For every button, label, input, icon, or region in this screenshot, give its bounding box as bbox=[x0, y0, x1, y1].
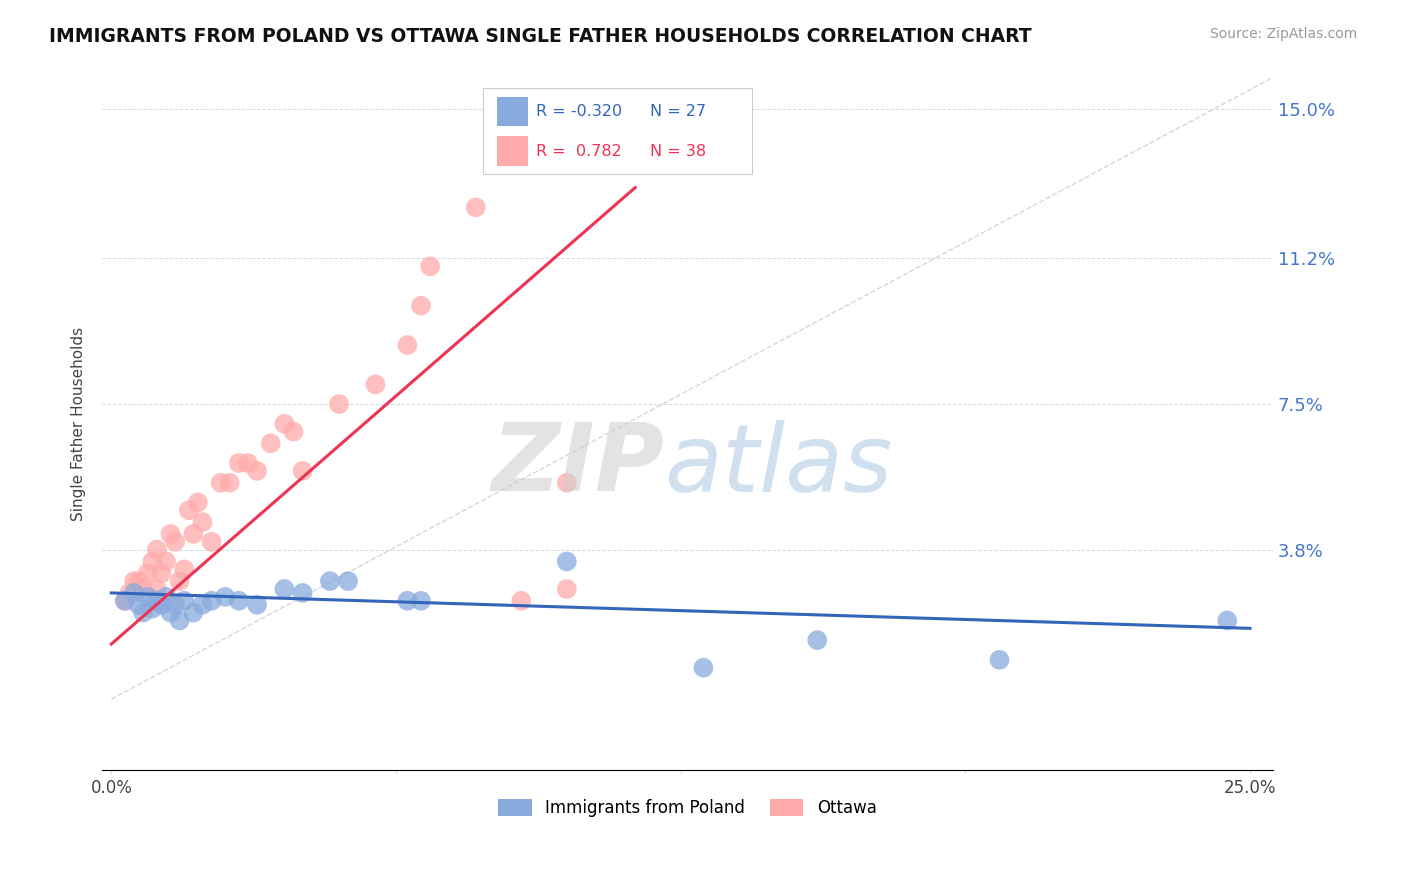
Point bbox=[173, 562, 195, 576]
Text: IMMIGRANTS FROM POLAND VS OTTAWA SINGLE FATHER HOUSEHOLDS CORRELATION CHART: IMMIGRANTS FROM POLAND VS OTTAWA SINGLE … bbox=[49, 27, 1032, 45]
Point bbox=[396, 338, 419, 352]
Point bbox=[136, 566, 159, 581]
Point bbox=[187, 495, 209, 509]
Text: ZIP: ZIP bbox=[491, 419, 664, 511]
Point bbox=[409, 299, 432, 313]
Point bbox=[273, 582, 295, 596]
Point bbox=[122, 586, 145, 600]
Point bbox=[328, 397, 350, 411]
Text: atlas: atlas bbox=[664, 420, 893, 511]
Point bbox=[181, 606, 204, 620]
Point bbox=[228, 594, 250, 608]
Point bbox=[692, 661, 714, 675]
FancyBboxPatch shape bbox=[496, 136, 529, 166]
Point bbox=[159, 527, 181, 541]
Point bbox=[337, 574, 360, 588]
FancyBboxPatch shape bbox=[482, 87, 752, 175]
Point bbox=[114, 594, 136, 608]
Point bbox=[510, 594, 533, 608]
Y-axis label: Single Father Households: Single Father Households bbox=[72, 326, 86, 521]
Point bbox=[169, 614, 191, 628]
Point bbox=[273, 417, 295, 431]
Point bbox=[246, 464, 269, 478]
Point bbox=[118, 586, 141, 600]
Text: Source: ZipAtlas.com: Source: ZipAtlas.com bbox=[1209, 27, 1357, 41]
Point bbox=[396, 594, 419, 608]
Point bbox=[209, 475, 232, 490]
Point bbox=[181, 527, 204, 541]
Point bbox=[155, 590, 177, 604]
Point bbox=[291, 464, 314, 478]
Point bbox=[464, 200, 486, 214]
Point bbox=[806, 633, 828, 648]
Point bbox=[177, 503, 200, 517]
Point bbox=[146, 582, 169, 596]
Point bbox=[409, 594, 432, 608]
Point bbox=[260, 436, 283, 450]
Point bbox=[146, 542, 169, 557]
FancyBboxPatch shape bbox=[496, 96, 529, 126]
Point bbox=[122, 574, 145, 588]
Point bbox=[191, 598, 214, 612]
Point bbox=[214, 590, 236, 604]
Point bbox=[165, 534, 187, 549]
Point bbox=[1216, 614, 1239, 628]
Point bbox=[150, 566, 173, 581]
Point bbox=[169, 574, 191, 588]
Point bbox=[200, 594, 222, 608]
Point bbox=[555, 582, 578, 596]
Point bbox=[218, 475, 240, 490]
Point bbox=[128, 598, 150, 612]
Point bbox=[319, 574, 342, 588]
Point bbox=[159, 606, 181, 620]
Text: R =  0.782: R = 0.782 bbox=[537, 144, 623, 159]
Point bbox=[228, 456, 250, 470]
Point bbox=[555, 554, 578, 568]
Point bbox=[173, 594, 195, 608]
Point bbox=[246, 598, 269, 612]
Text: R = -0.320: R = -0.320 bbox=[537, 103, 623, 119]
Point bbox=[141, 554, 163, 568]
Point bbox=[128, 574, 150, 588]
Point bbox=[141, 601, 163, 615]
Point bbox=[132, 582, 155, 596]
Point bbox=[283, 425, 305, 439]
Legend: Immigrants from Poland, Ottawa: Immigrants from Poland, Ottawa bbox=[492, 792, 883, 824]
Point bbox=[114, 594, 136, 608]
Point bbox=[165, 598, 187, 612]
Point bbox=[291, 586, 314, 600]
Point bbox=[236, 456, 259, 470]
Point bbox=[132, 606, 155, 620]
Point bbox=[555, 475, 578, 490]
Point bbox=[146, 594, 169, 608]
Text: N = 27: N = 27 bbox=[650, 103, 706, 119]
Point bbox=[150, 598, 173, 612]
Point bbox=[988, 653, 1011, 667]
Point bbox=[191, 515, 214, 529]
Point bbox=[155, 554, 177, 568]
Point bbox=[364, 377, 387, 392]
Point bbox=[200, 534, 222, 549]
Point bbox=[419, 260, 441, 274]
Point bbox=[136, 590, 159, 604]
Text: N = 38: N = 38 bbox=[650, 144, 706, 159]
